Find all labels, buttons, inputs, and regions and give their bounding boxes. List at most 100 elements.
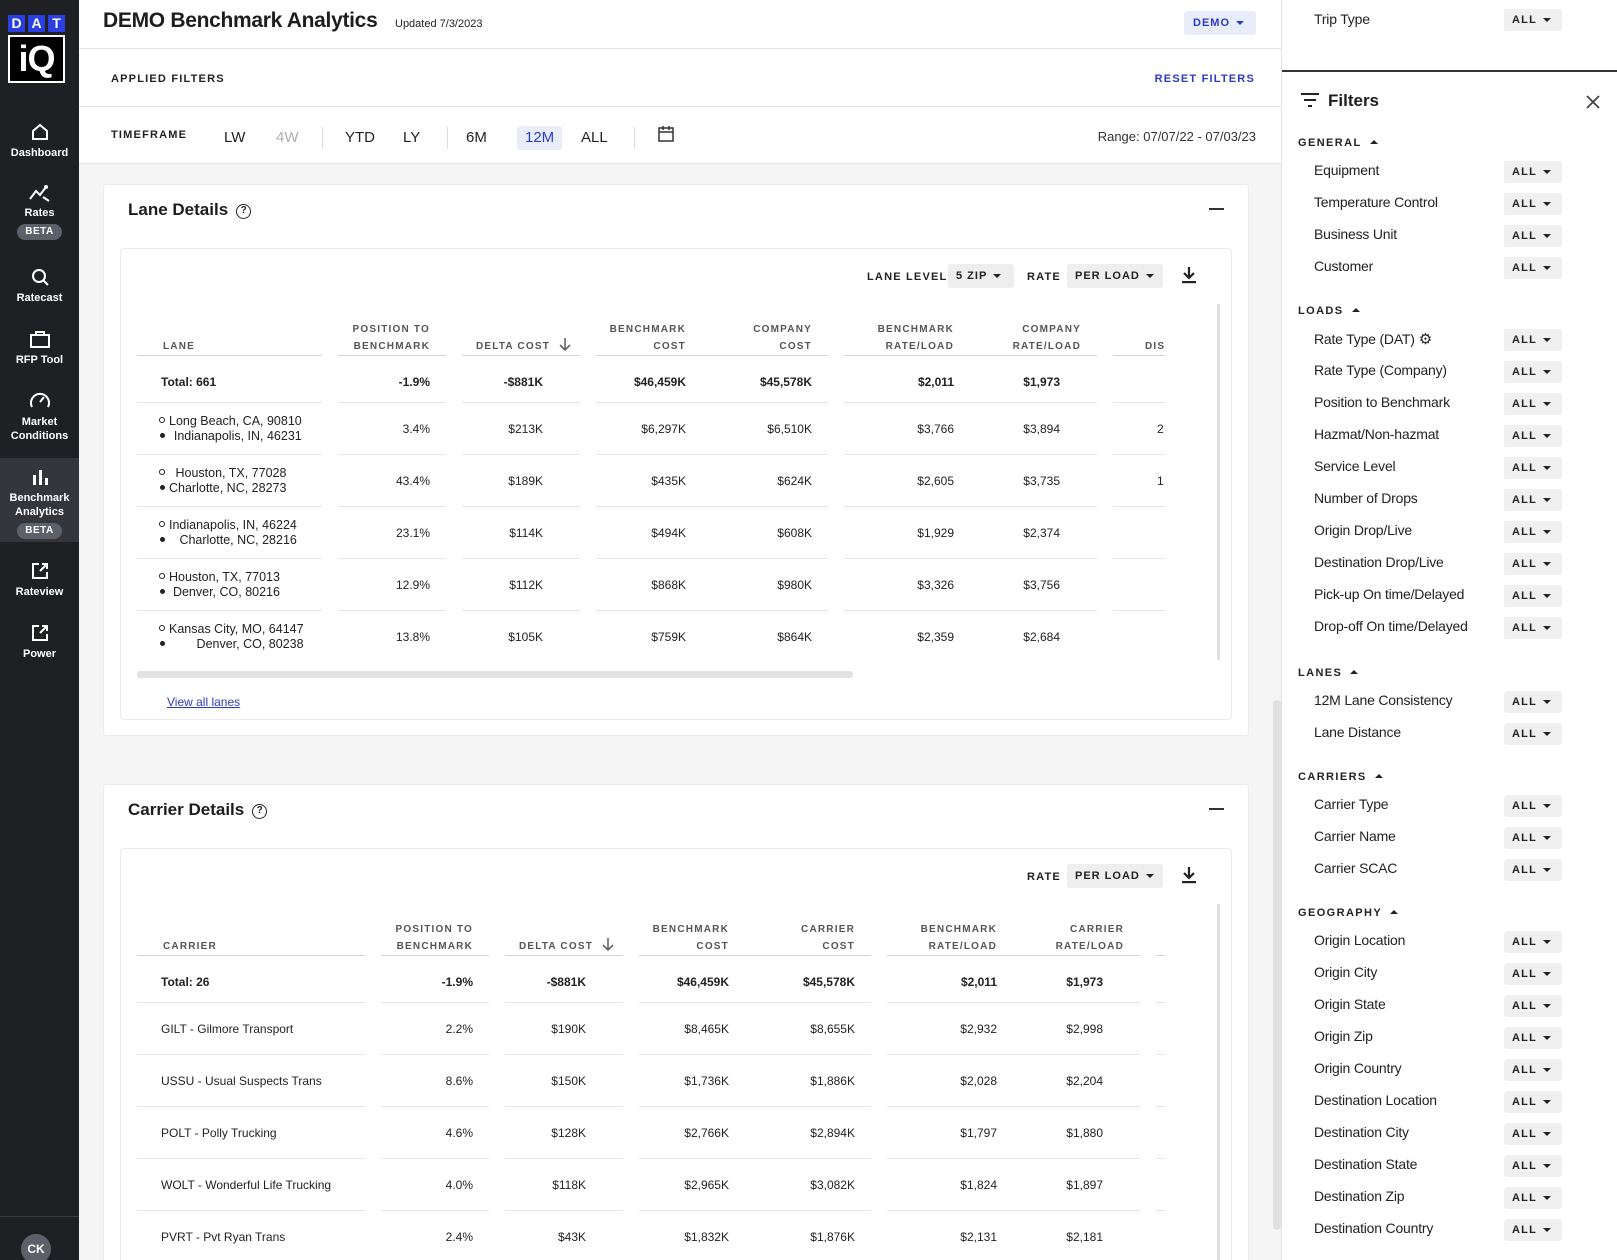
benchmark-cost-cell: $6,297K: [596, 403, 702, 455]
nav-item-power[interactable]: Power: [0, 623, 79, 667]
filter-dropdown[interactable]: ALL: [1504, 329, 1562, 351]
filter-dropdown[interactable]: ALL: [1504, 723, 1562, 745]
horizontal-scrollbar[interactable]: [137, 671, 853, 678]
nav-item-market-conditions[interactable]: Market Conditions: [0, 389, 79, 445]
lane-level-dropdown[interactable]: 5 ZIP: [948, 264, 1014, 288]
filter-section-header[interactable]: GENERAL: [1298, 137, 1378, 149]
filter-dropdown[interactable]: ALL: [1504, 9, 1562, 31]
download-icon[interactable]: [1181, 266, 1197, 284]
nav-item-ratecast[interactable]: Ratecast: [0, 267, 79, 311]
timeframe-4w[interactable]: 4W: [276, 129, 299, 146]
column-header-benchmark-rate[interactable]: BENCHMARK RATE/LOAD: [887, 921, 1013, 956]
nav-item-benchmark-analytics[interactable]: Benchmark Analytics BETA: [0, 458, 79, 542]
vertical-scrollbar[interactable]: [1217, 904, 1220, 1260]
filter-dropdown[interactable]: ALL: [1504, 193, 1562, 215]
filter-dropdown[interactable]: ALL: [1504, 457, 1562, 479]
filter-dropdown[interactable]: ALL: [1504, 393, 1562, 415]
table-row[interactable]: Indianapolis, IN, 46224 Charlotte, NC, 28…: [121, 507, 1166, 559]
table-row[interactable]: POLT - Polly Trucking 4.6% $128K $2,766K…: [121, 1107, 1165, 1159]
filter-dropdown[interactable]: ALL: [1504, 617, 1562, 639]
filter-dropdown[interactable]: ALL: [1504, 827, 1562, 849]
column-header-lane[interactable]: LANE: [137, 338, 322, 356]
rate-dropdown[interactable]: PER LOAD: [1067, 264, 1163, 288]
table-row[interactable]: Houston, TX, 77013 Denver, CO, 80216 12.9…: [121, 559, 1166, 611]
nav-item-dashboard[interactable]: Dashboard: [0, 122, 79, 166]
column-header-delta-cost[interactable]: DELTA COST: [462, 337, 580, 356]
gauge-icon: [29, 392, 50, 408]
table-row[interactable]: Long Beach, CA, 90810 Indianapolis, IN, 4…: [121, 403, 1166, 455]
filter-dropdown[interactable]: ALL: [1504, 585, 1562, 607]
column-header-benchmark-cost[interactable]: BENCHMARK COST: [596, 321, 702, 356]
column-header-carrier-rate[interactable]: CARRIER RATE/LOAD: [1013, 921, 1140, 956]
column-header-company-rate[interactable]: COMPANY RATE/LOAD: [970, 321, 1097, 356]
filter-dropdown[interactable]: ALL: [1504, 1027, 1562, 1049]
filter-section-header[interactable]: CARRIERS: [1298, 771, 1383, 783]
vertical-scrollbar[interactable]: [1217, 304, 1220, 660]
table-row[interactable]: Houston, TX, 77028 Charlotte, NC, 28273 4…: [121, 455, 1166, 507]
column-header-delta-cost[interactable]: DELTA COST: [505, 937, 623, 956]
filter-dropdown[interactable]: ALL: [1504, 1219, 1562, 1241]
filter-dropdown[interactable]: ALL: [1504, 361, 1562, 383]
column-header-distance[interactable]: DIS: [1113, 338, 1166, 356]
column-header-benchmark-rate[interactable]: BENCHMARK RATE/LOAD: [844, 321, 970, 356]
timeframe-ytd[interactable]: YTD: [345, 129, 375, 146]
table-row[interactable]: Kansas City, MO, 64147 Denver, CO, 80238 …: [121, 611, 1165, 663]
timeframe-all[interactable]: ALL: [581, 129, 608, 146]
filter-dropdown[interactable]: ALL: [1504, 795, 1562, 817]
collapse-button[interactable]: [1209, 808, 1224, 810]
gear-icon[interactable]: ⚙: [1414, 331, 1432, 348]
table-row[interactable]: PVRT - Pvt Ryan Trans 2.4% $43K $1,832K …: [121, 1211, 1165, 1260]
reset-filters-button[interactable]: RESET FILTERS: [1154, 73, 1255, 85]
timeframe-12m[interactable]: 12M: [517, 126, 563, 150]
filter-dropdown[interactable]: ALL: [1504, 931, 1562, 953]
table-row[interactable]: WOLT - Wonderful Life Trucking 4.0% $118…: [121, 1159, 1165, 1211]
nav-item-rateview[interactable]: Rateview: [0, 561, 79, 605]
filter-dropdown[interactable]: ALL: [1504, 521, 1562, 543]
filter-dropdown[interactable]: ALL: [1504, 1059, 1562, 1081]
collapse-button[interactable]: [1209, 208, 1224, 210]
filter-dropdown[interactable]: ALL: [1504, 1155, 1562, 1177]
filter-dropdown[interactable]: ALL: [1504, 161, 1562, 183]
download-icon[interactable]: [1181, 866, 1197, 884]
timeframe-ly[interactable]: LY: [403, 129, 421, 146]
help-icon[interactable]: ?: [236, 204, 252, 219]
timeframe-6m[interactable]: 6M: [466, 129, 487, 146]
filter-section-header[interactable]: LOADS: [1298, 305, 1360, 317]
lane-cell: Indianapolis, IN, 46224 Charlotte, NC, 28…: [137, 507, 322, 559]
timeframe-lw[interactable]: LW: [224, 129, 246, 146]
filter-label-text: Service Level: [1314, 458, 1396, 474]
filter-dropdown[interactable]: ALL: [1504, 489, 1562, 511]
filter-dropdown[interactable]: ALL: [1504, 1187, 1562, 1209]
table-row[interactable]: USSU - Usual Suspects Trans 8.6% $150K $…: [121, 1055, 1165, 1107]
column-header-position[interactable]: POSITION TO BENCHMARK: [381, 921, 489, 956]
page-scrollbar[interactable]: [1273, 700, 1281, 1230]
user-avatar[interactable]: CK: [21, 1234, 51, 1260]
calendar-icon[interactable]: [657, 125, 675, 143]
filter-dropdown[interactable]: ALL: [1504, 1123, 1562, 1145]
nav-item-rates[interactable]: Rates BETA: [0, 182, 79, 242]
filter-dropdown[interactable]: ALL: [1504, 963, 1562, 985]
filter-dropdown[interactable]: ALL: [1504, 691, 1562, 713]
view-all-lanes-link[interactable]: View all lanes: [167, 695, 241, 709]
column-header-carrier[interactable]: CARRIER: [137, 938, 365, 956]
rate-dropdown[interactable]: PER LOAD: [1067, 864, 1163, 888]
filter-dropdown[interactable]: ALL: [1504, 1091, 1562, 1113]
filter-section-header[interactable]: LANES: [1298, 667, 1359, 679]
filter-dropdown[interactable]: ALL: [1504, 859, 1562, 881]
account-dropdown[interactable]: DEMO: [1184, 11, 1256, 35]
filter-dropdown[interactable]: ALL: [1504, 995, 1562, 1017]
column-header-position[interactable]: POSITION TO BENCHMARK: [338, 321, 446, 356]
filter-dropdown[interactable]: ALL: [1504, 425, 1562, 447]
column-header-carrier-cost[interactable]: CARRIER COST: [745, 921, 871, 956]
filter-dropdown[interactable]: ALL: [1504, 225, 1562, 247]
column-header-benchmark-cost[interactable]: BENCHMARK COST: [639, 921, 745, 956]
column-header-company-cost[interactable]: COMPANY COST: [702, 321, 828, 356]
filter-section-header[interactable]: GEOGRAPHY: [1298, 907, 1399, 919]
filter-dropdown[interactable]: ALL: [1504, 257, 1562, 279]
help-icon[interactable]: ?: [252, 804, 268, 819]
table-row[interactable]: GILT - Gilmore Transport 2.2% $190K $8,4…: [121, 1003, 1165, 1055]
nav-item-rfp-tool[interactable]: RFP Tool: [0, 329, 79, 373]
filter-dropdown[interactable]: ALL: [1504, 553, 1562, 575]
close-icon[interactable]: [1585, 94, 1601, 110]
